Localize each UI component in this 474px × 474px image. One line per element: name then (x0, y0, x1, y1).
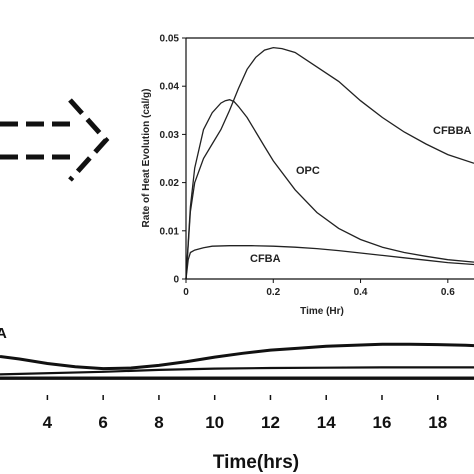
inset-series-line-cfba (185, 245, 474, 280)
inset-x-tick-label: 0.6 (441, 287, 455, 298)
main-x-axis-title: Time(hrs) (213, 452, 299, 473)
main-x-tick-label: 6 (98, 413, 107, 432)
inset-y-tick-label: 0.04 (160, 82, 180, 93)
main-x-tick-label: 12 (261, 413, 280, 432)
inset-chart: 0 0.01 0.02 0.03 0.04 0.05 0 0.2 0.4 0.6 Time (H… (141, 34, 474, 317)
inset-x-tick-label: 0 (183, 287, 189, 298)
main-x-ticks: 4 6 8 10 12 14 16 18 (43, 395, 447, 432)
main-x-tick-label: 10 (205, 413, 224, 432)
inset-y-tick-label: 0.03 (160, 130, 180, 141)
inset-y-tick-label: 0 (173, 275, 179, 286)
inset-y-tick-label: 0.05 (160, 34, 180, 45)
inset-background (186, 36, 474, 280)
series-label-cfba: CFBA (250, 253, 281, 265)
main-x-tick-label: 16 (373, 413, 392, 432)
main-partial-label: A (0, 325, 7, 342)
main-x-tick-label: 18 (428, 413, 447, 432)
inset-x-ticks: 0 0.2 0.4 0.6 (183, 279, 455, 298)
inset-y-ticks: 0 0.01 0.02 0.03 0.04 0.05 (160, 34, 186, 286)
inset-x-axis-title: Time (Hr) (300, 306, 344, 317)
main-chart: A 4 6 8 10 12 14 16 18 Time(hrs) (0, 325, 474, 473)
inset-series-group (185, 46, 474, 280)
main-series-line-0 (0, 342, 474, 371)
inset-y-tick-label: 0.01 (160, 226, 180, 237)
dashed-arrow (0, 98, 110, 182)
series-label-opc: OPC (296, 165, 320, 177)
main-x-tick-label: 14 (317, 413, 336, 432)
main-x-tick-label: 4 (43, 413, 53, 432)
main-series-line-1 (0, 366, 474, 376)
inset-y-axis-title: Rate of Heat Evolution (cal/g) (141, 89, 152, 228)
series-label-cfbba: CFBBA (433, 125, 472, 137)
main-series-group (0, 342, 474, 380)
inset-x-tick-label: 0.2 (266, 287, 280, 298)
inset-x-tick-label: 0.4 (354, 287, 368, 298)
inset-series-line-opc (185, 99, 474, 280)
inset-axes (185, 37, 474, 280)
inset-series-line-cfbba (185, 46, 474, 280)
inset-y-tick-label: 0.02 (160, 178, 180, 189)
main-x-tick-label: 8 (154, 413, 163, 432)
